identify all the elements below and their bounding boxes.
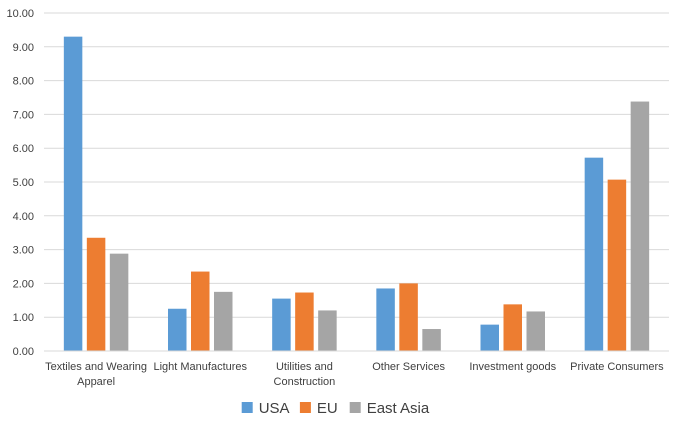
- bar: [422, 329, 441, 351]
- y-axis-ticks: 0.00 1.00 2.00 3.00 4.00 5.00 6.00 7.00 8.00 9.00…: [6, 8, 34, 358]
- x-category-label: Private Consumers: [570, 361, 664, 373]
- x-category-label: Textiles and Wearing: [45, 361, 147, 373]
- legend-label: EU: [317, 400, 338, 417]
- bar: [399, 283, 418, 351]
- bar: [272, 298, 291, 351]
- bar: [86, 237, 106, 351]
- x-axis-categories: Textiles and Wearing Apparel Light Manufac…: [45, 361, 664, 388]
- bar: [109, 253, 129, 351]
- y-tick-label: 6.00: [13, 143, 34, 155]
- bar: [63, 36, 83, 351]
- y-tick-label: 1.00: [13, 312, 34, 324]
- x-category-label: Light Manufactures: [153, 361, 247, 373]
- x-category-label: Utilities and: [276, 361, 333, 373]
- bar: [376, 288, 395, 351]
- x-category-label: Construction: [274, 376, 336, 388]
- bar: [168, 308, 187, 351]
- bar: [503, 304, 522, 351]
- y-tick-label: 5.00: [13, 177, 34, 189]
- y-tick-label: 8.00: [13, 76, 34, 88]
- y-tick-label: 7.00: [13, 109, 34, 121]
- bar: [295, 292, 314, 351]
- grid-lines: [44, 12, 669, 318]
- y-tick-label: 0.00: [13, 346, 34, 358]
- bar: [584, 157, 604, 351]
- legend-label: East Asia: [367, 400, 430, 417]
- legend: USA EU East Asia: [241, 400, 430, 417]
- bar: [526, 311, 545, 351]
- y-tick-label: 2.00: [13, 278, 34, 290]
- legend-swatch: [241, 402, 253, 413]
- legend-swatch: [349, 402, 361, 413]
- legend-swatch: [299, 402, 311, 413]
- y-tick-label: 3.00: [13, 245, 34, 257]
- bar: [607, 179, 627, 351]
- y-tick-label: 4.00: [13, 211, 34, 223]
- x-category-label: Investment goods: [469, 361, 556, 373]
- bar: [191, 271, 210, 351]
- y-tick-label: 9.00: [13, 42, 34, 54]
- bars: [63, 36, 650, 351]
- bar: [214, 291, 233, 351]
- bar: [318, 310, 337, 351]
- bar: [480, 324, 499, 351]
- y-tick-label: 10.00: [6, 8, 34, 20]
- legend-label: USA: [259, 400, 290, 417]
- x-category-label: Other Services: [372, 361, 445, 373]
- bar: [630, 101, 650, 351]
- x-category-label: Apparel: [77, 376, 115, 388]
